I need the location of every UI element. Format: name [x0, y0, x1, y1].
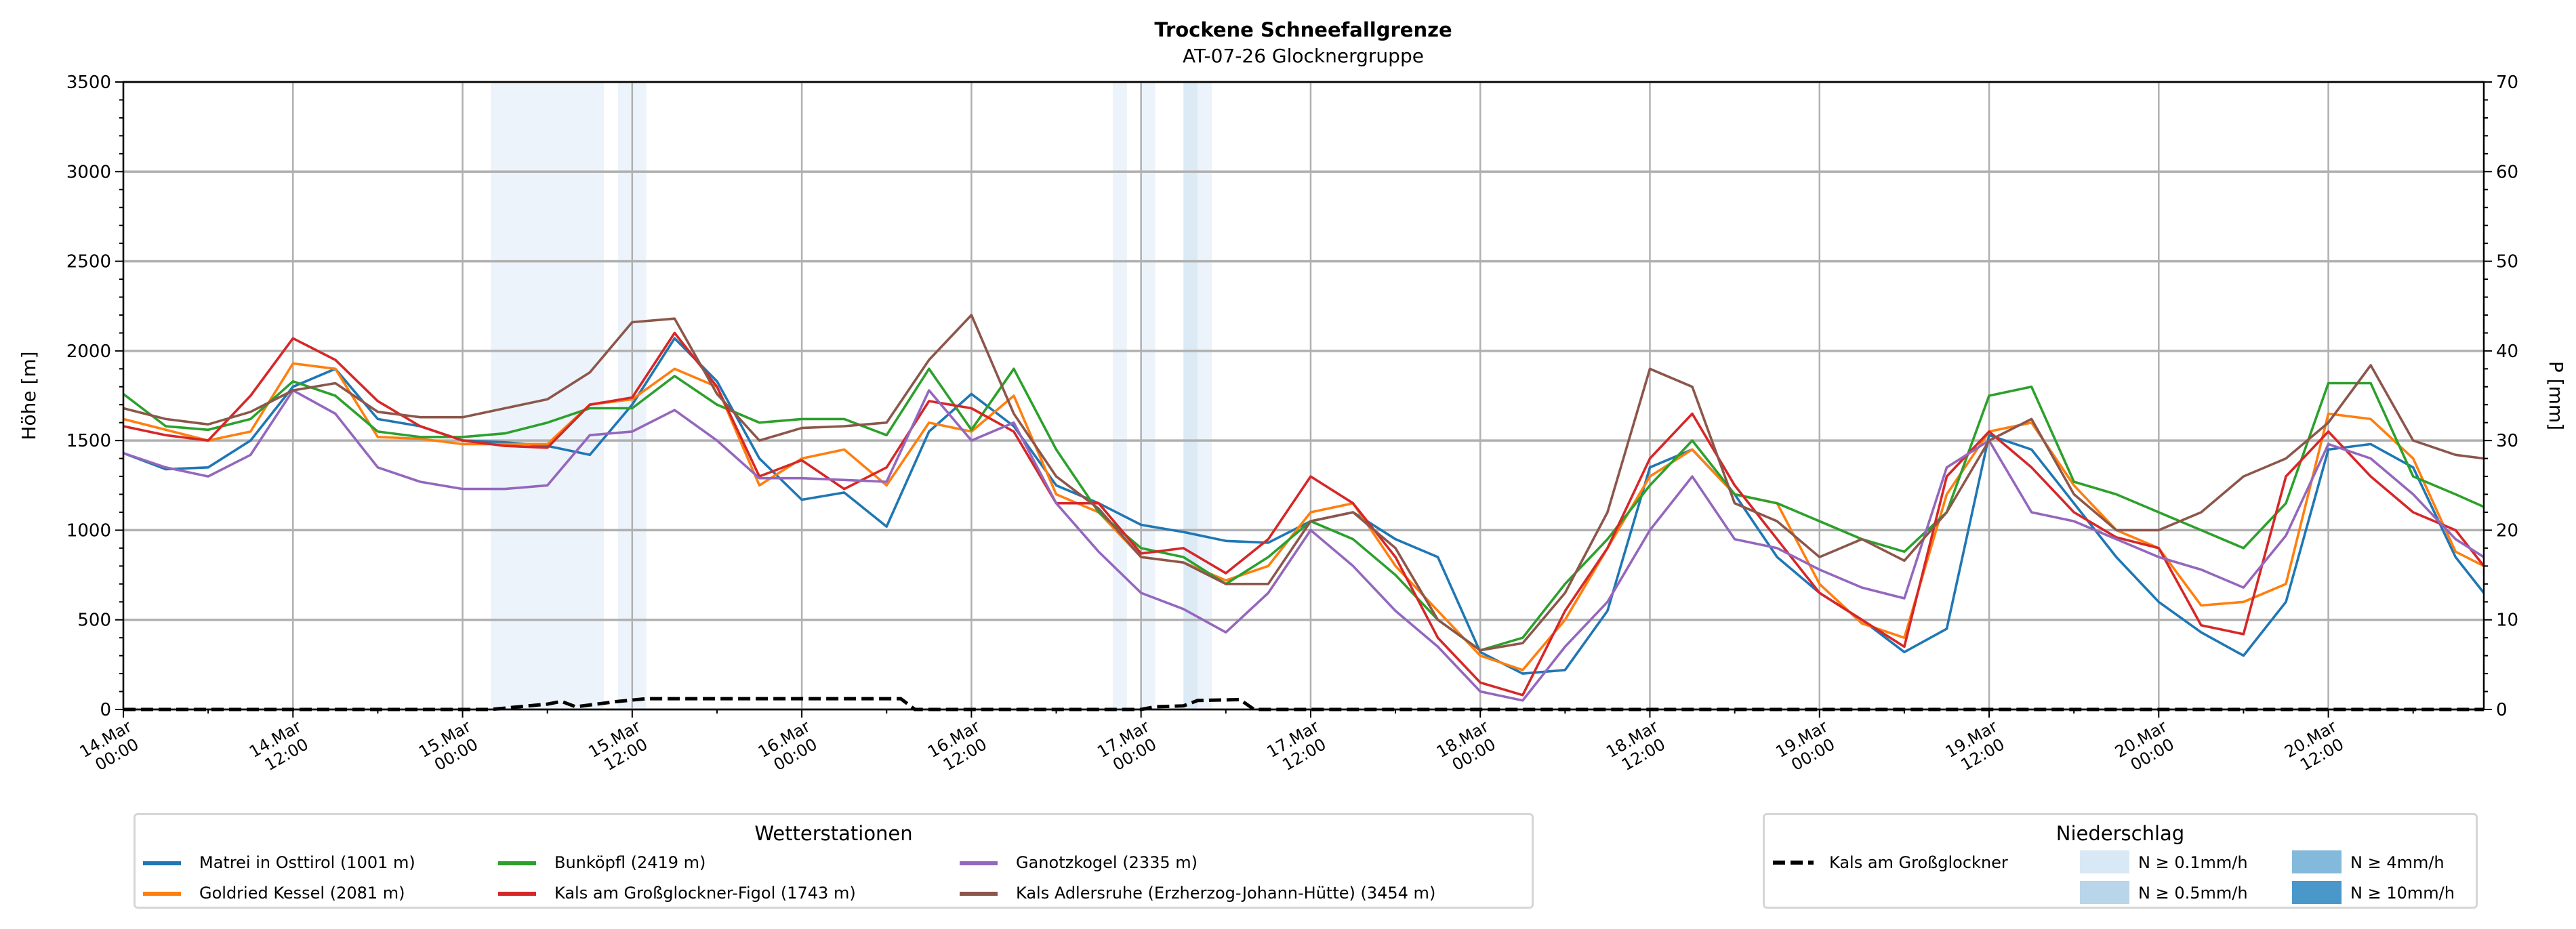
plot-frame — [122, 81, 2485, 711]
series-line-5 — [123, 314, 2485, 652]
y-tick-label: 3500 — [66, 73, 111, 93]
precip-band — [1183, 82, 1198, 709]
series-line-3 — [123, 331, 2485, 697]
precip-line — [123, 697, 2484, 711]
y-axis-label: Höhe [m] — [18, 351, 40, 440]
legend-swatch — [498, 861, 536, 865]
legend-label: Goldried Kessel (2081 m) — [199, 884, 405, 903]
y-tick-label: 2500 — [66, 252, 111, 272]
legend-label: Kals am Großglockner-Figol (1743 m) — [554, 884, 856, 903]
legend-label: N ≥ 10mm/h — [2350, 884, 2455, 903]
precip-line-label: Kals am Großglockner — [1829, 853, 2008, 872]
series-line-2 — [122, 367, 2485, 652]
y-tick-label: 3000 — [66, 162, 111, 182]
legend-label: N ≥ 4mm/h — [2350, 853, 2445, 872]
precip-band — [1198, 82, 1212, 709]
y-tick-label: 2000 — [66, 342, 111, 362]
y-axis-right-label: P [mm] — [2545, 361, 2567, 430]
legend-swatch — [143, 892, 181, 896]
y-right-tick-label: 60 — [2496, 162, 2518, 182]
stations-legend-title: Wetterstationen — [754, 822, 913, 845]
chart-title: Trockene Schneefallgrenze — [1154, 18, 1452, 41]
legend-label: Kals Adlersruhe (Erzherzog-Johann-Hütte)… — [1016, 884, 1436, 903]
legend-label: Ganotzkogel (2335 m) — [1016, 853, 1198, 872]
legend-label: Matrei in Osttirol (1001 m) — [199, 853, 415, 872]
y-right-tick-label: 50 — [2496, 252, 2518, 272]
precip-band — [1141, 82, 1156, 709]
legend-swatch — [143, 861, 181, 865]
y-right-tick-label: 10 — [2496, 611, 2518, 631]
precip-band — [491, 82, 605, 709]
precip-band — [1112, 82, 1127, 709]
stations-legend: Wetterstationen Matrei in Osttirol (1001… — [134, 813, 1534, 909]
legend-patch — [2292, 850, 2342, 873]
y-right-tick-label: 30 — [2496, 431, 2518, 451]
legend-patch — [2080, 850, 2129, 873]
legend-swatch — [960, 861, 998, 865]
y-tick-label: 1500 — [66, 431, 111, 451]
legend-label: Bunköpfl (2419 m) — [554, 853, 706, 872]
series-line-4 — [123, 389, 2485, 702]
dashed-line-swatch — [1773, 861, 1814, 865]
y-tick-label: 1000 — [66, 520, 111, 541]
y-tick-label: 0 — [100, 700, 111, 720]
y-right-tick-label: 40 — [2496, 342, 2518, 362]
chart-subtitle: AT-07-26 Glocknergruppe — [1183, 45, 1424, 67]
y-right-tick-label: 0 — [2496, 700, 2508, 720]
y-tick-label: 500 — [77, 611, 111, 631]
legend-patch — [2080, 881, 2129, 904]
legend-label: N ≥ 0.5mm/h — [2138, 884, 2248, 903]
legend-label: N ≥ 0.1mm/h — [2138, 853, 2248, 872]
legend-swatch — [498, 892, 536, 896]
series-line-0 — [123, 337, 2485, 675]
legend-swatch — [960, 892, 998, 896]
precip-legend: Niederschlag Kals am Großglockner N ≥ 0.… — [1763, 813, 2478, 909]
y-right-tick-label: 20 — [2496, 520, 2518, 541]
y-right-tick-label: 70 — [2496, 73, 2518, 93]
series-line-1 — [123, 362, 2485, 672]
precip-legend-title: Niederschlag — [2056, 822, 2185, 845]
legend-patch — [2292, 881, 2342, 904]
